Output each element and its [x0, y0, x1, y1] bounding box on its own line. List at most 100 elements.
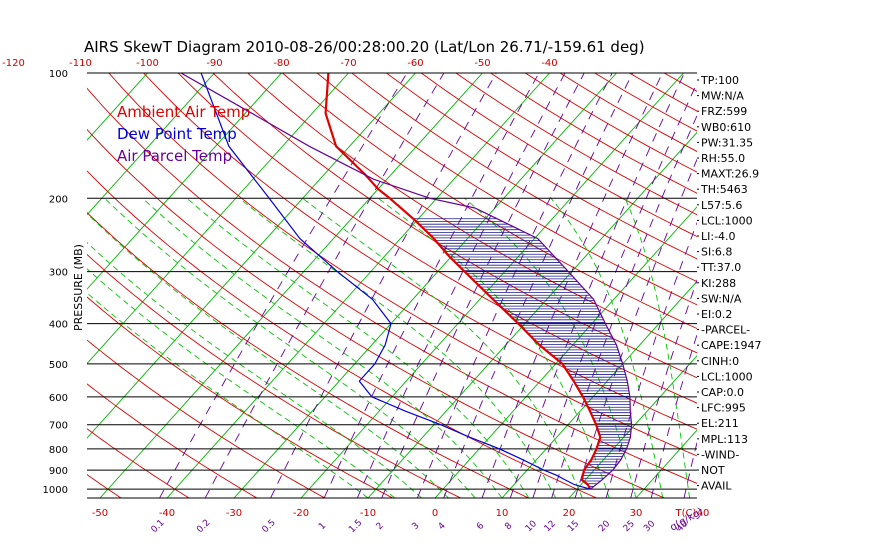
dry-adiabat-line: [87, 428, 190, 498]
temperature-tick-label-bottom: -10: [360, 508, 376, 519]
mixing-ratio-tick-label: 25: [622, 519, 637, 534]
mixing-ratio-line: [204, 73, 445, 498]
mixing-ratio-line: [551, 114, 697, 498]
mixing-ratio-line: [356, 73, 566, 498]
temperature-tick-label-bottom: 10: [496, 508, 509, 519]
temperature-tick-label-bottom: 20: [563, 508, 576, 519]
stat-item: FRZ:599: [701, 105, 747, 118]
pressure-tick-label: 700: [49, 421, 68, 432]
isotherm-line: [87, 73, 349, 365]
dry-adiabat-line: [87, 87, 697, 484]
isotherm-line: [0, 73, 14, 498]
stat-item: -PARCEL-: [701, 324, 750, 337]
dry-adiabat-line: [838, 73, 870, 498]
dry-adiabat-line: [282, 73, 697, 330]
dry-adiabat-line: [351, 73, 697, 283]
moist-adiabat-line: [239, 197, 557, 498]
dry-adiabat-line: [87, 474, 122, 498]
moist-adiabat-line: [624, 198, 691, 498]
isotherm-line: [166, 73, 550, 498]
dry-adiabat-line: [87, 253, 461, 498]
temperature-tick-label-bottom: -20: [293, 508, 309, 519]
mixing-ratio-tick-label: 3: [410, 521, 421, 532]
mixing-ratio-line: [270, 73, 497, 498]
temperature-tick-label-bottom: -40: [159, 508, 175, 519]
dry-adiabat-line: [386, 73, 697, 260]
temperature-tick-label-bottom: 0: [432, 508, 438, 519]
moist-adiabat-line: [104, 197, 476, 498]
stat-item: MW:N/A: [701, 90, 744, 103]
stat-item: EL:211: [701, 417, 739, 430]
dry-adiabat-line: [87, 339, 326, 498]
pressure-tick-label: 300: [49, 268, 68, 279]
pressure-tick-label: 500: [49, 360, 68, 371]
mixing-ratio-line: [605, 221, 697, 498]
mixing-ratio-line: [443, 73, 634, 498]
mixing-ratio-line: [509, 73, 685, 498]
moist-adiabat-line: [142, 197, 503, 498]
mixing-ratio-tick-label: 4: [437, 521, 448, 532]
ambient-air-temp-profile: [324, 73, 602, 490]
mixing-ratio-line: [159, 73, 408, 498]
dry-adiabat-line: [247, 73, 697, 354]
legend-entry: Ambient Air Temp: [117, 103, 250, 121]
mixing-ratio-tick-label: 20: [597, 519, 612, 534]
temperature-tick-label-top: -70: [340, 58, 356, 69]
dry-adiabat-line: [768, 73, 870, 498]
chart-title: AIRS SkewT Diagram 2010-08-26/00:28:00.2…: [84, 38, 645, 56]
pressure-tick-label: 200: [49, 194, 68, 205]
stat-item: WB0:610: [701, 121, 751, 134]
mixing-ratio-tick-label: 1.5: [347, 518, 364, 535]
stat-item: SW:N/A: [701, 292, 742, 305]
moist-adiabat-line: [87, 241, 422, 498]
isotherm-line: [501, 280, 697, 498]
dry-adiabat-line: [87, 170, 597, 498]
mixing-ratio-line: [381, 73, 585, 498]
stat-item: RH:55.0: [701, 152, 745, 165]
stat-item: EI:0.2: [701, 308, 732, 321]
temperature-tick-label-top: -110: [69, 58, 92, 69]
stat-item: TH:5463: [700, 183, 748, 196]
mixing-ratio-line: [532, 81, 697, 498]
stat-item: L57:5.6: [701, 199, 742, 212]
pressure-tick-label: 400: [49, 320, 68, 331]
legend-entry: Air Parcel Temp: [117, 147, 232, 165]
temperature-tick-label-top: -60: [407, 58, 423, 69]
dry-adiabat-line: [212, 73, 697, 379]
stat-item: LI:-4.0: [701, 230, 736, 243]
isotherm-line: [87, 73, 282, 290]
temperature-tick-label-bottom: -30: [226, 508, 242, 519]
pressure-tick-label: 100: [49, 69, 68, 80]
legend-entry: Dew Point Temp: [117, 125, 237, 143]
temperature-tick-label-top: -80: [273, 58, 289, 69]
dry-adiabat-line: [420, 73, 697, 238]
mixing-ratio-tick-label: 15: [566, 519, 581, 534]
dry-adiabat-line: [734, 73, 870, 498]
dry-adiabat-line: [87, 383, 258, 498]
temperature-tick-label-top: -100: [136, 58, 159, 69]
temperature-tick-label-top: -120: [2, 58, 25, 69]
isotherm-line: [770, 73, 870, 498]
mixing-ratio-line: [650, 333, 697, 498]
pressure-tick-label: 800: [49, 445, 68, 456]
dry-adiabat-line: [455, 73, 697, 216]
y-axis-label: PRESSURE (MB): [72, 244, 85, 331]
dry-adiabat-line: [663, 73, 697, 92]
dry-adiabat-line: [87, 128, 665, 498]
temperature-tick-label-bottom: -50: [92, 508, 108, 519]
stat-item: NOT: [701, 464, 725, 477]
isotherm-line: [300, 73, 684, 498]
stat-item: AVAIL: [701, 480, 732, 493]
stat-item: KI:288: [701, 277, 736, 290]
stat-item: LCL:1000: [701, 370, 753, 383]
moist-adiabat-line: [186, 197, 530, 498]
stat-item: CAP:0.0: [701, 386, 744, 399]
pressure-tick-label: 1000: [43, 485, 68, 496]
mixing-ratio-line: [630, 278, 697, 498]
stat-item: MAXT:26.9: [701, 168, 759, 181]
temperature-tick-label-bottom: 30: [630, 508, 643, 519]
mixing-ratio-tick-label: 0.5: [261, 518, 278, 535]
mixing-ratio-line: [323, 73, 540, 498]
stat-item: CINH:0: [701, 355, 739, 368]
